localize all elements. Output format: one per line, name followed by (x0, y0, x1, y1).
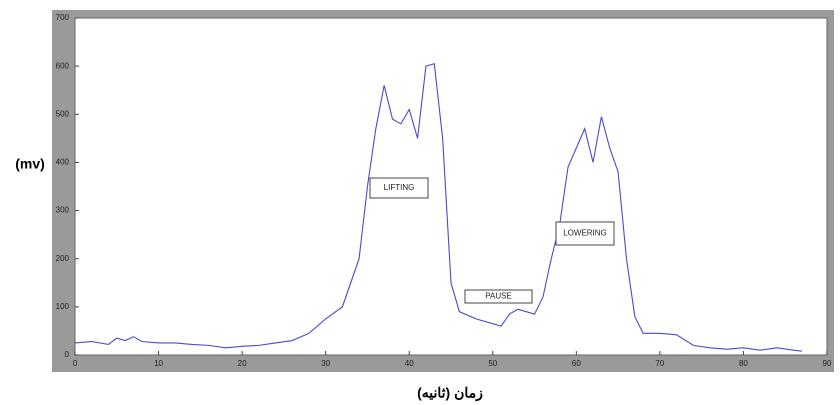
x-tick-label: 20 (238, 359, 247, 368)
x-tick-label: 50 (488, 359, 497, 368)
y-tick-label: 200 (56, 254, 70, 263)
y-tick-label: 300 (56, 206, 70, 215)
x-tick-label: 30 (321, 359, 330, 368)
x-tick-label: 0 (73, 359, 78, 368)
y-tick-label: 0 (65, 350, 70, 359)
data-line (74, 63, 802, 352)
x-tick-label: 90 (823, 359, 832, 368)
x-tick-label: 40 (405, 359, 414, 368)
x-tick-label: 70 (655, 359, 664, 368)
x-tick-label: 60 (572, 359, 581, 368)
y-tick-label: 500 (56, 109, 70, 118)
annotation: LIFTING (384, 183, 415, 192)
y-axis-label: (mv) (15, 156, 45, 172)
annotation-box (464, 289, 533, 304)
annotation: PAUSE (485, 292, 512, 301)
y-tick-label: 600 (56, 61, 70, 70)
y-tick-label: 700 (56, 13, 70, 22)
annotation-box (555, 221, 615, 246)
y-tick-label: 400 (56, 158, 70, 167)
annotation-box (369, 177, 429, 199)
x-axis-label: زمان (ثانیه) (417, 385, 483, 402)
x-tick-label: 80 (739, 359, 748, 368)
x-tick-label: 10 (154, 359, 163, 368)
annotation: LOWERING (563, 229, 607, 238)
plot-area (74, 17, 828, 356)
y-tick-label: 100 (56, 302, 70, 311)
